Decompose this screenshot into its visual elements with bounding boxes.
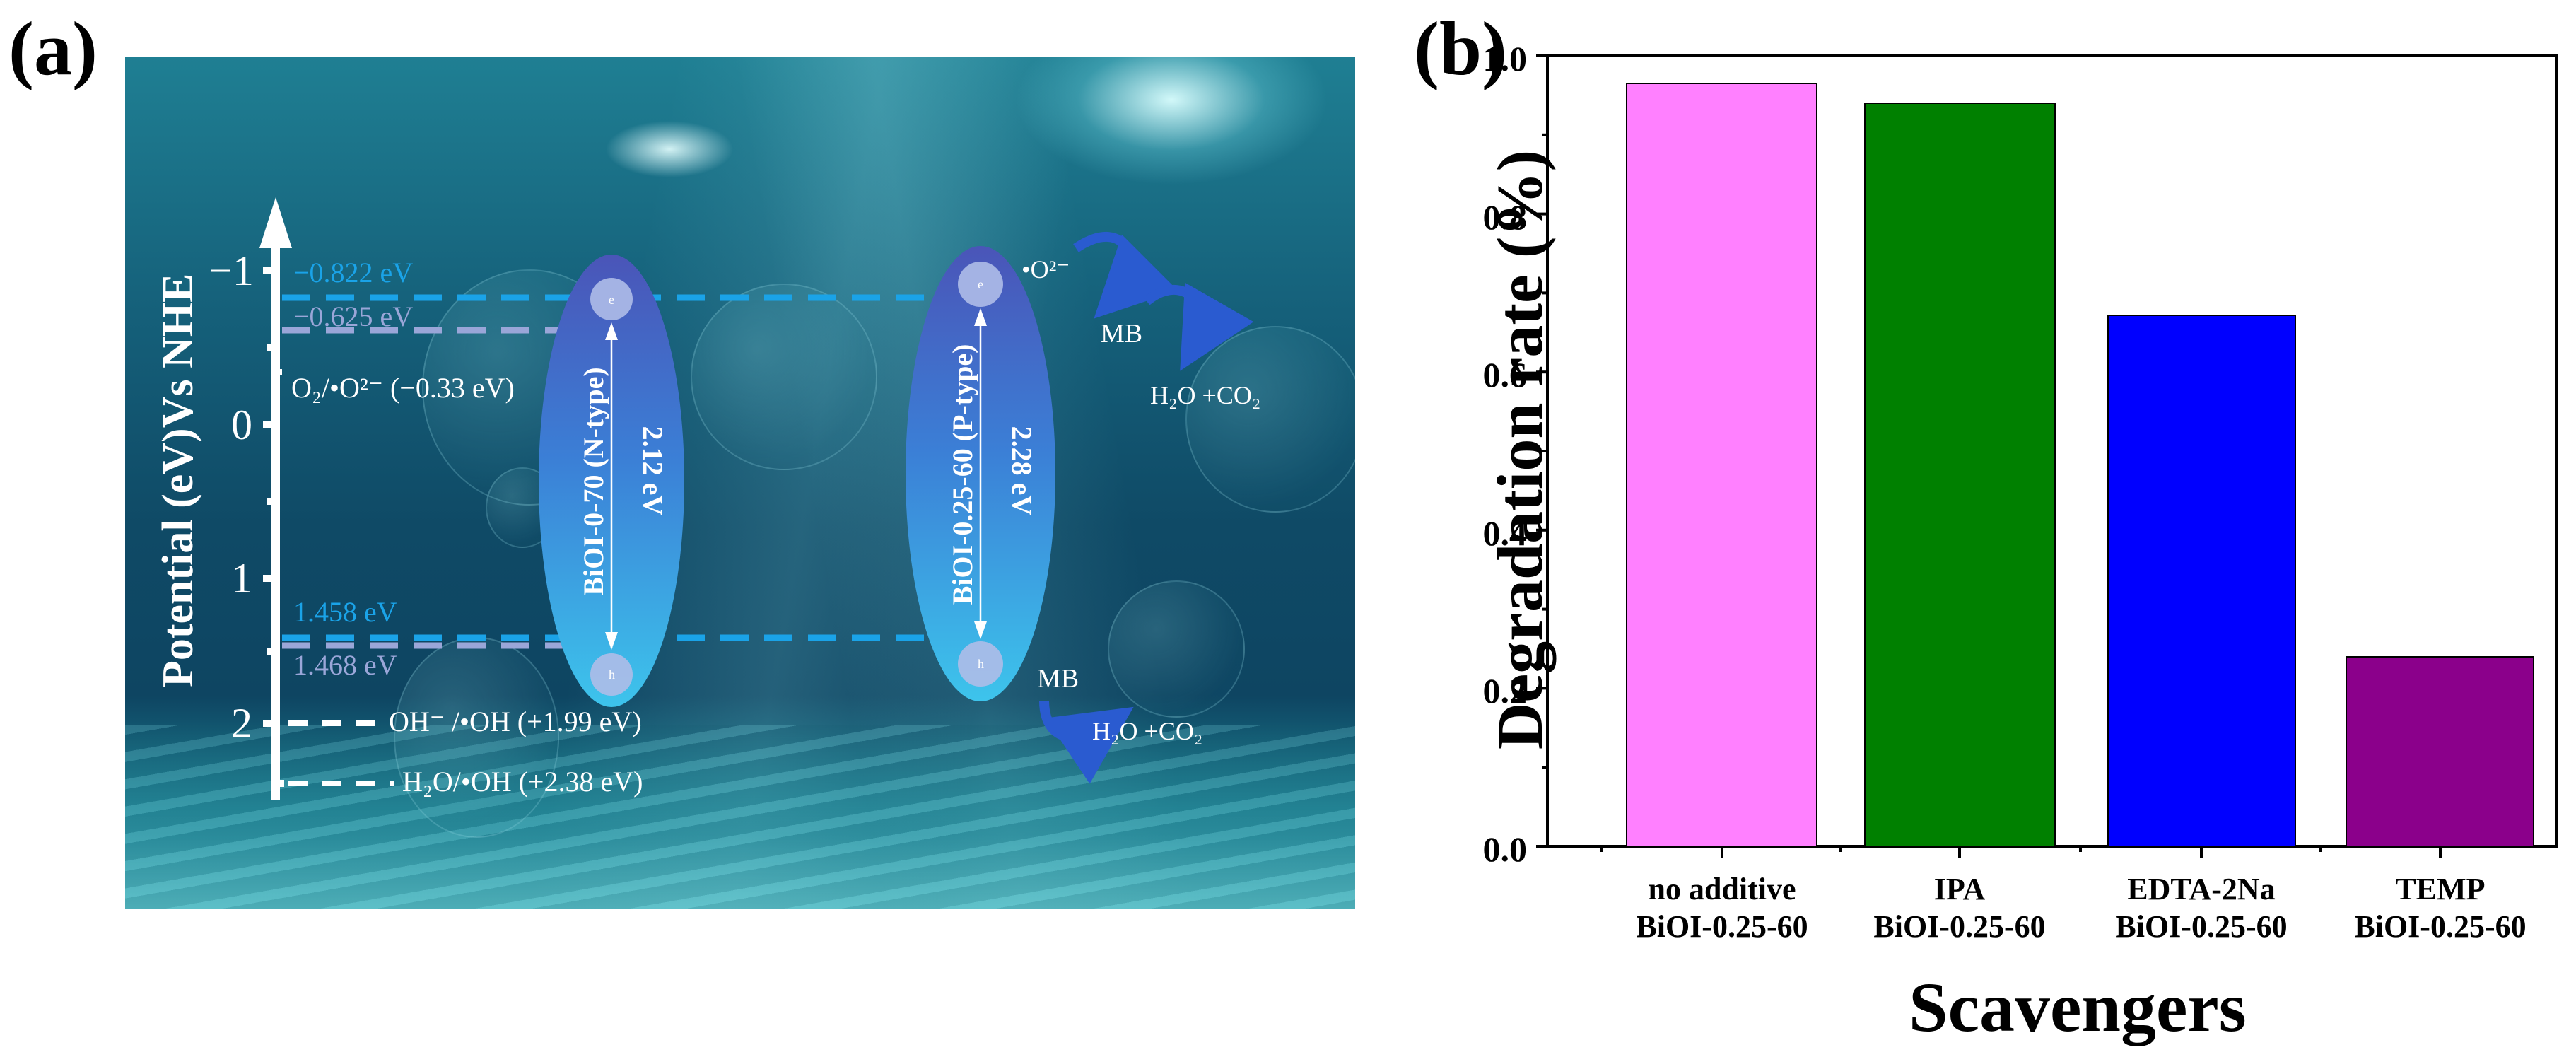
bar-no-additive [1626,83,1817,847]
band-diagram-panel: Potential (eV)Vs NHE −1 0 1 2 −0.822 eV … [125,57,1355,909]
potential-axis [259,197,292,800]
bar-temp [2346,656,2534,847]
panel-b-label: (b) [1414,7,1507,91]
x-category-label: TEMP BiOI-0.25-60 [2313,871,2568,946]
x-category-label: IPA BiOI-0.25-60 [1832,871,2087,946]
category-line2: BiOI-0.25-60 [1873,909,2046,944]
curved-arrow-icon [1073,232,1178,319]
y-tick-label: 0.6 [1482,355,1528,395]
bubble [691,284,877,470]
category-line1: EDTA-2Na [2127,872,2276,906]
n-type-semiconductor [539,255,684,707]
y-tick-label: 1.0 [1482,39,1528,78]
category-line2: BiOI-0.25-60 [2354,909,2527,944]
y-tick-label: 0.0 [1482,829,1528,869]
category-line1: TEMP [2395,872,2486,906]
bubble [1108,580,1245,718]
tick-label: −1 [209,247,254,294]
category-line1: no additive [1648,872,1796,906]
redox-label-oh: OH⁻ /•OH (+1.99 eV) [389,706,642,737]
cb-level-label: −0.822 eV [293,257,414,288]
category-line1: IPA [1933,872,1986,906]
bar-edta-2na [2107,315,2296,847]
x-category-label: EDTA-2Na BiOI-0.25-60 [2074,871,2329,946]
product-label: H₂O +CO₂ [1150,381,1261,409]
hole-label: h [609,667,615,682]
cb-level-label: −0.625 eV [293,300,414,332]
panel-a-label: (a) [8,7,98,91]
vb-level-label: 1.458 eV [293,596,397,628]
vb-level-label: 1.468 eV [293,649,397,681]
curved-arrow-icon [1039,700,1134,784]
tick-label: 1 [231,555,252,602]
redox-label-h2o: H₂O/•OH (+2.38 eV) [402,766,643,798]
bubble [394,637,559,838]
p-type-semiconductor [906,246,1055,701]
mb-label: MB [1037,664,1079,694]
electron-label: e [609,293,614,307]
y-axis-label: Degradation rate (%) [1484,149,1556,750]
hole-label: h [978,657,984,671]
y-tick-label: 0.8 [1482,197,1528,237]
superoxide-label: •O²⁻ [1021,255,1070,284]
mb-label: MB [1101,319,1143,349]
bar-ipa [1864,103,2056,847]
tick-label: 0 [231,402,252,448]
category-line2: BiOI-0.25-60 [2115,909,2288,944]
curved-arrow-icon [1143,282,1254,371]
product-label: H₂O +CO₂ [1092,717,1203,745]
x-category-label: no additive BiOI-0.25-60 [1595,871,1849,946]
y-tick-label: 0.2 [1482,671,1528,711]
redox-label-o2: O₂/•O²⁻ (−0.33 eV) [291,372,515,404]
tick-label: 2 [231,700,252,747]
seafloor-texture [125,725,1355,909]
band-diagram-graphics [259,197,1254,800]
x-axis-label: Scavengers [1909,968,2247,1046]
y-tick-label: 0.4 [1482,513,1528,553]
electron-label: e [978,277,983,291]
category-line2: BiOI-0.25-60 [1636,909,1808,944]
